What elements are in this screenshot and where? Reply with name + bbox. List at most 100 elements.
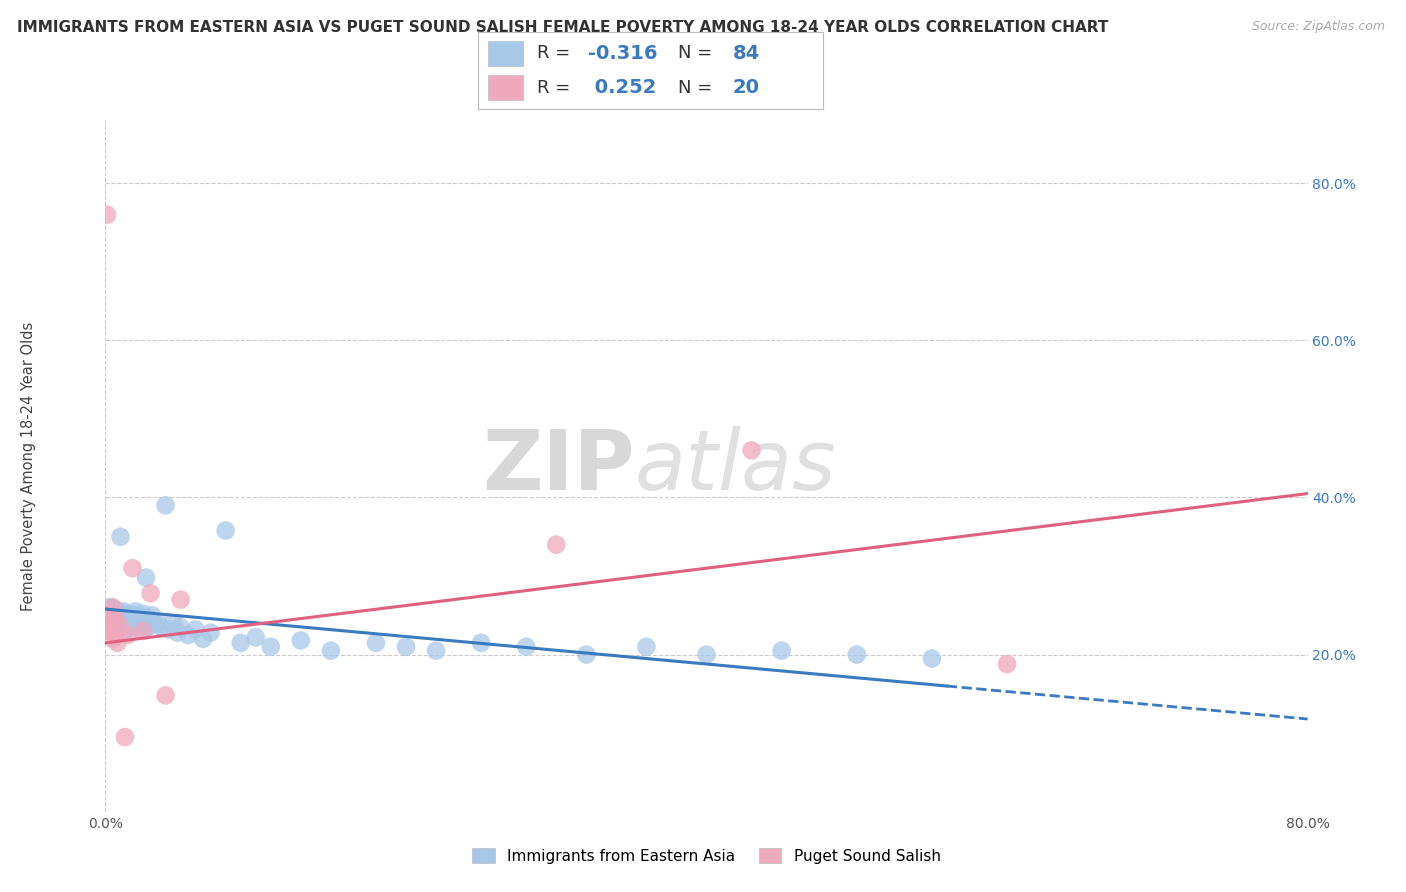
Point <box>104 612 127 626</box>
Point <box>97 604 120 618</box>
Point <box>157 623 180 637</box>
Point <box>214 524 236 538</box>
Point <box>166 625 188 640</box>
Point <box>395 640 418 654</box>
Point <box>515 640 537 654</box>
Point <box>290 633 312 648</box>
Text: 84: 84 <box>733 44 761 62</box>
Point <box>139 612 162 626</box>
Point <box>104 616 127 631</box>
Point <box>125 617 148 632</box>
Point <box>110 616 132 631</box>
Point <box>104 624 127 638</box>
FancyBboxPatch shape <box>488 75 523 101</box>
Y-axis label: Female Poverty Among 18-24 Year Olds: Female Poverty Among 18-24 Year Olds <box>21 321 37 611</box>
Point <box>108 612 131 626</box>
Point <box>107 604 129 618</box>
Point <box>191 632 214 646</box>
Point <box>101 616 124 631</box>
Point <box>155 689 177 703</box>
Point <box>96 208 118 222</box>
Point <box>111 610 134 624</box>
Point <box>97 610 120 624</box>
Point <box>143 617 166 632</box>
Point <box>129 620 152 634</box>
Point <box>101 624 124 638</box>
Point <box>229 636 252 650</box>
FancyBboxPatch shape <box>488 40 523 66</box>
Point <box>118 620 141 634</box>
Point <box>114 730 136 744</box>
Point <box>101 600 124 615</box>
Point <box>101 602 124 616</box>
Point <box>110 530 132 544</box>
Point <box>98 615 121 629</box>
Point <box>141 608 163 623</box>
Point <box>98 607 121 621</box>
Point <box>260 640 283 654</box>
Text: R =: R = <box>537 78 575 96</box>
Point <box>200 625 222 640</box>
Point <box>117 610 139 624</box>
Text: atlas: atlas <box>634 425 837 507</box>
Point <box>112 604 135 618</box>
Point <box>97 616 120 631</box>
Point <box>100 612 122 626</box>
Point <box>97 624 120 638</box>
Point <box>741 443 763 458</box>
Point <box>111 620 134 634</box>
Point <box>103 624 125 638</box>
Point <box>636 640 658 654</box>
Point <box>112 615 135 629</box>
Point <box>120 615 142 629</box>
Text: N =: N = <box>678 78 718 96</box>
Legend: Immigrants from Eastern Asia, Puget Sound Salish: Immigrants from Eastern Asia, Puget Soun… <box>467 841 946 870</box>
Point <box>470 636 492 650</box>
Point <box>96 612 118 626</box>
Point <box>575 648 598 662</box>
Point <box>121 561 143 575</box>
Point <box>184 623 207 637</box>
Point <box>169 620 191 634</box>
Point <box>100 600 122 615</box>
Point <box>995 657 1018 671</box>
Point <box>96 608 118 623</box>
Point <box>114 624 136 638</box>
Point <box>169 592 191 607</box>
Point <box>136 620 159 634</box>
Point <box>770 643 793 657</box>
Point <box>103 608 125 623</box>
Point <box>104 608 127 623</box>
Point <box>364 636 387 650</box>
Point <box>100 617 122 632</box>
Point <box>101 610 124 624</box>
Point <box>134 616 156 631</box>
Point <box>100 608 122 623</box>
Point <box>139 586 162 600</box>
Point <box>108 620 131 634</box>
Point <box>546 538 568 552</box>
Point <box>845 648 868 662</box>
Text: Source: ZipAtlas.com: Source: ZipAtlas.com <box>1251 20 1385 33</box>
Point <box>107 617 129 632</box>
Point <box>110 620 132 634</box>
Point <box>117 617 139 632</box>
Text: IMMIGRANTS FROM EASTERN ASIA VS PUGET SOUND SALISH FEMALE POVERTY AMONG 18-24 YE: IMMIGRANTS FROM EASTERN ASIA VS PUGET SO… <box>17 20 1108 35</box>
Point <box>121 608 143 623</box>
Point <box>132 624 155 638</box>
Point <box>103 604 125 618</box>
Point <box>132 607 155 621</box>
Point <box>177 628 200 642</box>
Point <box>114 612 136 626</box>
Point <box>122 616 145 631</box>
Text: ZIP: ZIP <box>482 425 634 507</box>
Point <box>319 643 342 657</box>
Point <box>103 620 125 634</box>
Point <box>150 620 173 634</box>
Point <box>155 499 177 513</box>
Point <box>696 648 718 662</box>
Text: R =: R = <box>537 45 575 62</box>
Point <box>98 620 121 634</box>
Point <box>98 616 121 631</box>
Point <box>135 571 157 585</box>
